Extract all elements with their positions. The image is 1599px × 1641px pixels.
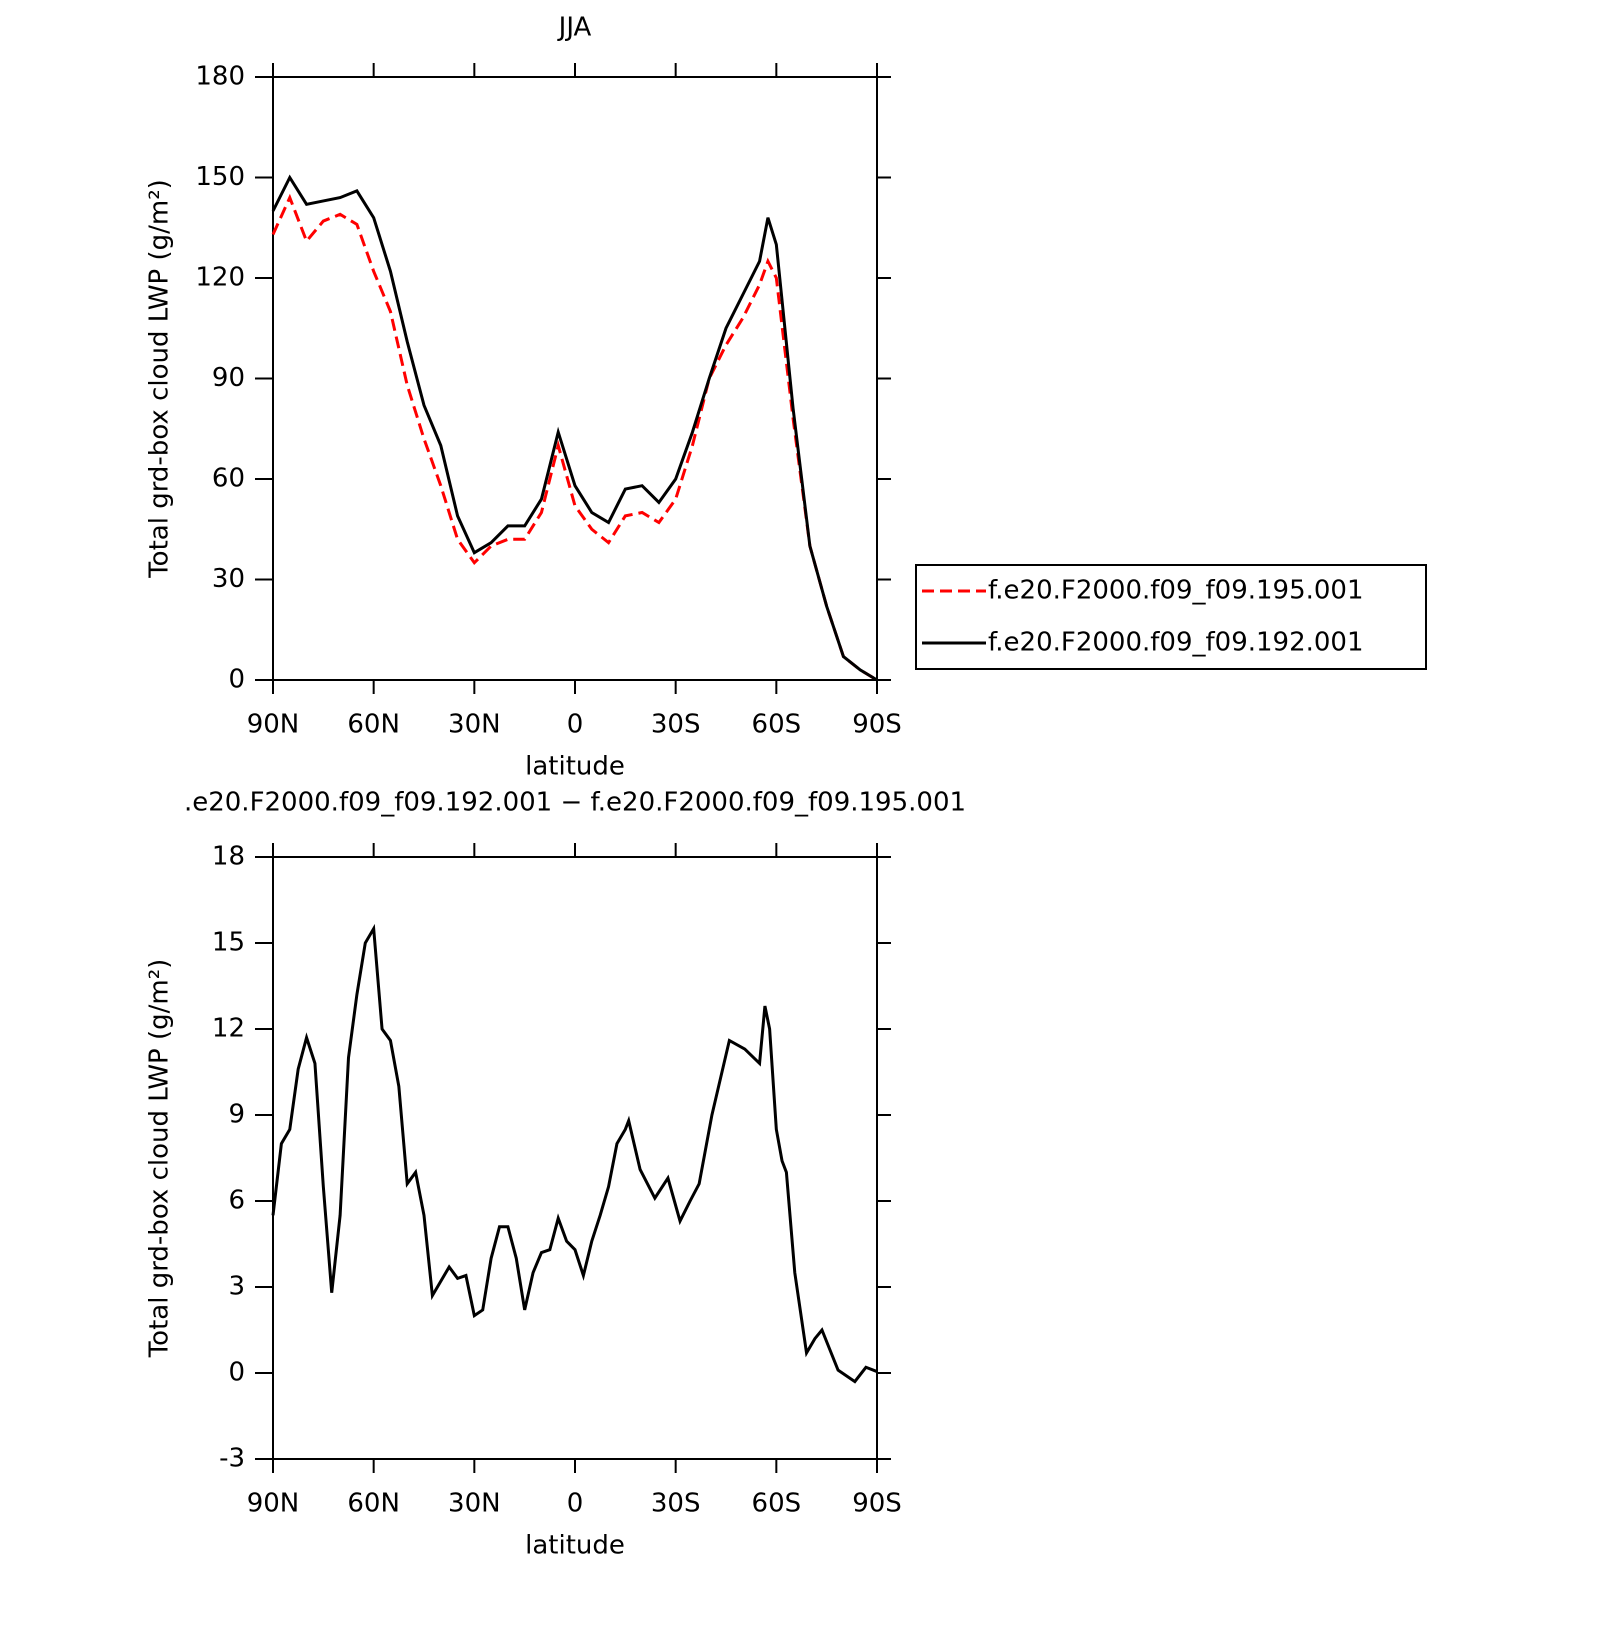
- legend-box: [915, 564, 1427, 670]
- y-tick-label: 6: [228, 1186, 245, 1216]
- x-tick-label: 90N: [247, 710, 300, 740]
- y-tick-label: 120: [195, 263, 245, 293]
- chart-title: .e20.F2000.f09_f09.192.001 − f.e20.F2000…: [184, 788, 966, 818]
- plot-frame: [272, 76, 878, 681]
- data-line: [271, 923, 878, 1384]
- data-line: [271, 174, 878, 682]
- y-tick-label: 90: [212, 363, 245, 393]
- x-tick-label: 60N: [347, 1489, 400, 1519]
- x-tick-label: 60N: [347, 710, 400, 740]
- x-tick-label: 30S: [651, 1489, 701, 1519]
- data-line: [271, 193, 878, 682]
- y-tick-label: 30: [212, 564, 245, 594]
- chart-title: JJA: [557, 13, 592, 43]
- y-tick-label: 15: [212, 928, 245, 958]
- x-tick-label: 90S: [852, 1489, 902, 1519]
- x-tick-label: 30N: [448, 710, 501, 740]
- legend-label: f.e20.F2000.f09_f09.195.001: [988, 576, 1364, 606]
- x-tick-label: 90N: [247, 1489, 300, 1519]
- y-tick-label: 180: [195, 62, 245, 92]
- x-tick-label: 30N: [448, 1489, 501, 1519]
- y-tick-label: -3: [219, 1444, 245, 1474]
- x-axis-label: latitude: [525, 1531, 625, 1561]
- legend-label: f.e20.F2000.f09_f09.192.001: [988, 628, 1364, 658]
- y-tick-label: 150: [195, 162, 245, 192]
- x-tick-label: 0: [567, 1489, 584, 1519]
- y-axis-label: Total grd-box cloud LWP (g/m²): [145, 179, 175, 579]
- x-tick-label: 30S: [651, 710, 701, 740]
- y-tick-label: 60: [212, 464, 245, 494]
- x-tick-label: 60S: [752, 1489, 802, 1519]
- x-tick-label: 0: [567, 710, 584, 740]
- y-tick-label: 12: [212, 1014, 245, 1044]
- y-tick-label: 18: [212, 842, 245, 872]
- y-tick-label: 0: [228, 665, 245, 695]
- y-tick-label: 0: [228, 1358, 245, 1388]
- x-axis-label: latitude: [525, 752, 625, 782]
- x-tick-label: 60S: [752, 710, 802, 740]
- x-tick-label: 90S: [852, 710, 902, 740]
- y-axis-label: Total grd-box cloud LWP (g/m²): [145, 959, 175, 1359]
- y-tick-label: 3: [228, 1272, 245, 1302]
- y-tick-label: 9: [228, 1100, 245, 1130]
